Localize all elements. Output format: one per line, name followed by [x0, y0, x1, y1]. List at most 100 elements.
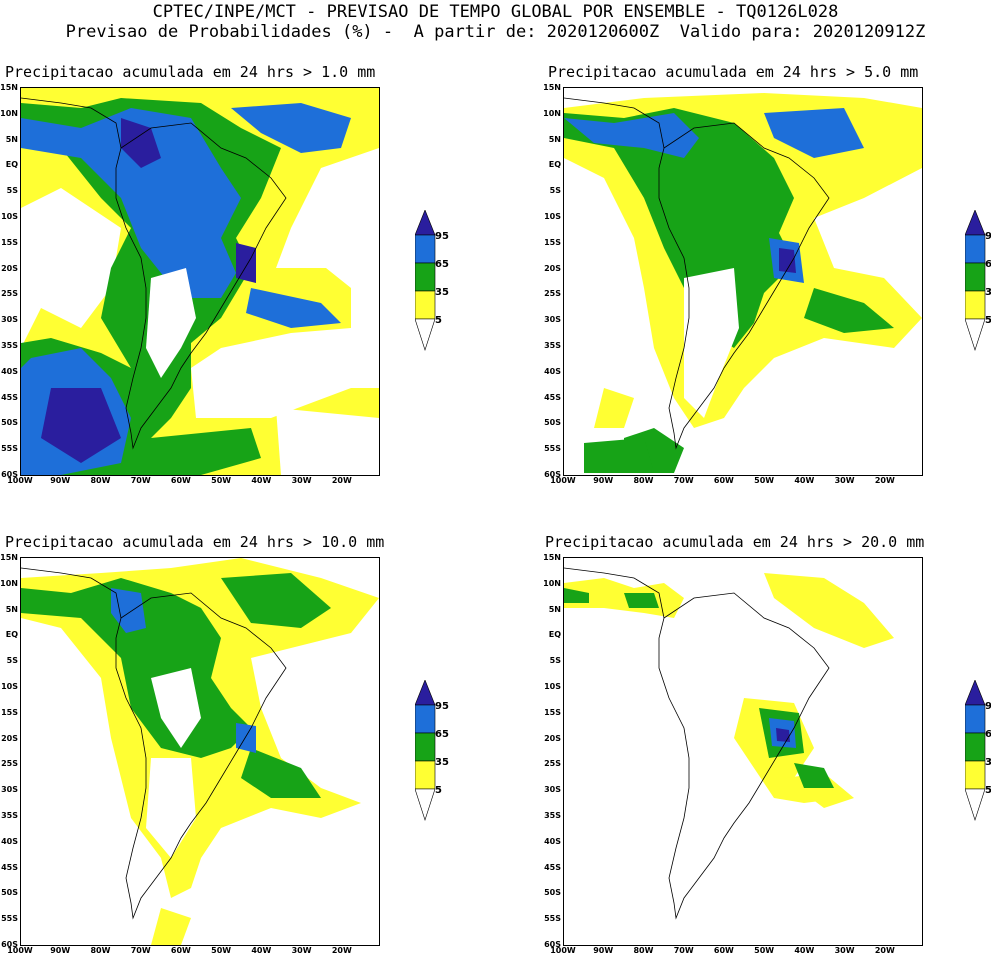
lat-label: 25S [1, 289, 18, 299]
panel-2-map [563, 87, 923, 476]
lat-label: 25S [544, 289, 561, 299]
lon-label: 90W [50, 476, 71, 485]
lon-label: 60W [713, 476, 734, 485]
lat-label: EQ [5, 630, 18, 640]
central-america-coastline [21, 97, 122, 149]
south-america-coastline [658, 122, 830, 450]
lon-label: 30W [834, 946, 855, 955]
south-america-coastline [115, 592, 287, 920]
lon-label: 30W [291, 946, 312, 955]
colorbar-level-label: 65 [435, 259, 449, 270]
lat-label: 15N [543, 83, 561, 92]
colorbar-1 [414, 209, 475, 360]
lat-label: 5S [6, 656, 18, 666]
central-america-coastline [564, 97, 665, 149]
south-america-coastline [115, 122, 287, 450]
lat-label: 15S [544, 237, 561, 247]
colorbar-4 [964, 679, 991, 830]
lat-label: 30S [1, 315, 18, 325]
colorbar-level-label: 35 [435, 287, 449, 298]
lat-label: 55S [1, 914, 18, 924]
panel-3-title: Precipitacao acumulada em 24 hrs > 10.0 … [5, 533, 385, 551]
colorbar-level-label: 95 [435, 701, 449, 712]
header-title-line2: Previsao de Probabilidades (%) - A parti… [65, 22, 926, 42]
panel-4-map-svg [564, 567, 894, 920]
panel-3-map-svg [21, 558, 379, 945]
colorbar-level-label: 65 [985, 259, 991, 270]
lat-label: 20S [544, 733, 561, 743]
lon-label: 90W [593, 476, 614, 485]
lat-label: 55S [544, 444, 561, 454]
colorbar-level-label: 5 [435, 785, 442, 796]
lat-label: 50S [544, 418, 561, 428]
lat-label: 50S [544, 888, 561, 898]
lat-label: 35S [1, 811, 18, 820]
lat-label: 60S [544, 470, 561, 479]
lat-label: 45S [1, 392, 18, 402]
lat-label: 25S [544, 759, 561, 769]
colorbar-1-svg [414, 209, 436, 351]
colorbar-2-svg [964, 209, 986, 351]
lon-label: 40W [251, 476, 272, 485]
lat-label: 15N [543, 553, 561, 562]
lon-label: 50W [211, 476, 232, 485]
colorbar-3 [414, 679, 475, 830]
lat-label: 10S [1, 212, 18, 221]
lat-label: 10N [0, 108, 18, 118]
colorbar-level-label: 65 [985, 729, 991, 740]
panel-2-map-svg [564, 93, 922, 473]
lon-label: 60W [713, 946, 734, 955]
lat-label: 35S [544, 811, 561, 820]
lon-label: 60W [170, 476, 191, 485]
lat-label: 15S [544, 707, 561, 717]
central-america-coastline [564, 567, 665, 619]
header-title-line1: CPTEC/INPE/MCT - PREVISAO DE TEMPO GLOBA… [152, 2, 839, 22]
lat-label: 5N [548, 604, 561, 614]
lon-label: 20W [331, 476, 352, 485]
lon-label: 80W [633, 946, 654, 955]
colorbar-level-label: 5 [985, 785, 991, 796]
lon-label: 40W [794, 946, 815, 955]
lat-label: 40S [544, 836, 561, 846]
lat-label: 5N [548, 134, 561, 144]
lat-label: 40S [1, 836, 18, 846]
lon-label: 80W [90, 946, 111, 955]
lat-label: 55S [1, 444, 18, 454]
central-america-coastline [21, 567, 122, 619]
lat-label: 60S [1, 940, 18, 949]
lat-label: 30S [544, 785, 561, 795]
panel-4-map [563, 557, 923, 946]
lon-label: 50W [754, 476, 775, 485]
lat-label: 30S [544, 315, 561, 325]
lat-label: 5S [549, 186, 561, 196]
precip-fields [21, 88, 379, 475]
panel-3-map [20, 557, 380, 946]
lat-label: 45S [544, 862, 561, 872]
panel-1-map-svg [21, 88, 379, 475]
lat-label: 40S [1, 366, 18, 376]
lat-label: 35S [544, 341, 561, 350]
lon-label: 100W [550, 476, 576, 485]
lon-label: 50W [754, 946, 775, 955]
lat-label: 45S [1, 862, 18, 872]
colorbar-4-svg [964, 679, 986, 821]
lon-label: 70W [673, 946, 694, 955]
lat-label: 20S [1, 733, 18, 743]
lon-label: 70W [673, 476, 694, 485]
lat-label: EQ [548, 630, 561, 640]
colorbar-level-label: 65 [435, 729, 449, 740]
lon-label: 100W [550, 946, 576, 955]
colorbar-level-label: 95 [985, 231, 991, 242]
lon-label: 40W [251, 946, 272, 955]
lon-label: 50W [211, 946, 232, 955]
lat-label: 10N [0, 578, 18, 588]
lat-label: EQ [548, 160, 561, 170]
lat-label: 15N [0, 553, 18, 562]
lat-label: 60S [1, 470, 18, 479]
colorbar-3-svg [414, 679, 436, 821]
panel-4-title: Precipitacao acumulada em 24 hrs > 20.0 … [545, 533, 925, 551]
colorbar-level-label: 95 [985, 701, 991, 712]
lat-label: 5S [6, 186, 18, 196]
lat-label: 15N [0, 83, 18, 92]
lon-label: 20W [874, 476, 895, 485]
